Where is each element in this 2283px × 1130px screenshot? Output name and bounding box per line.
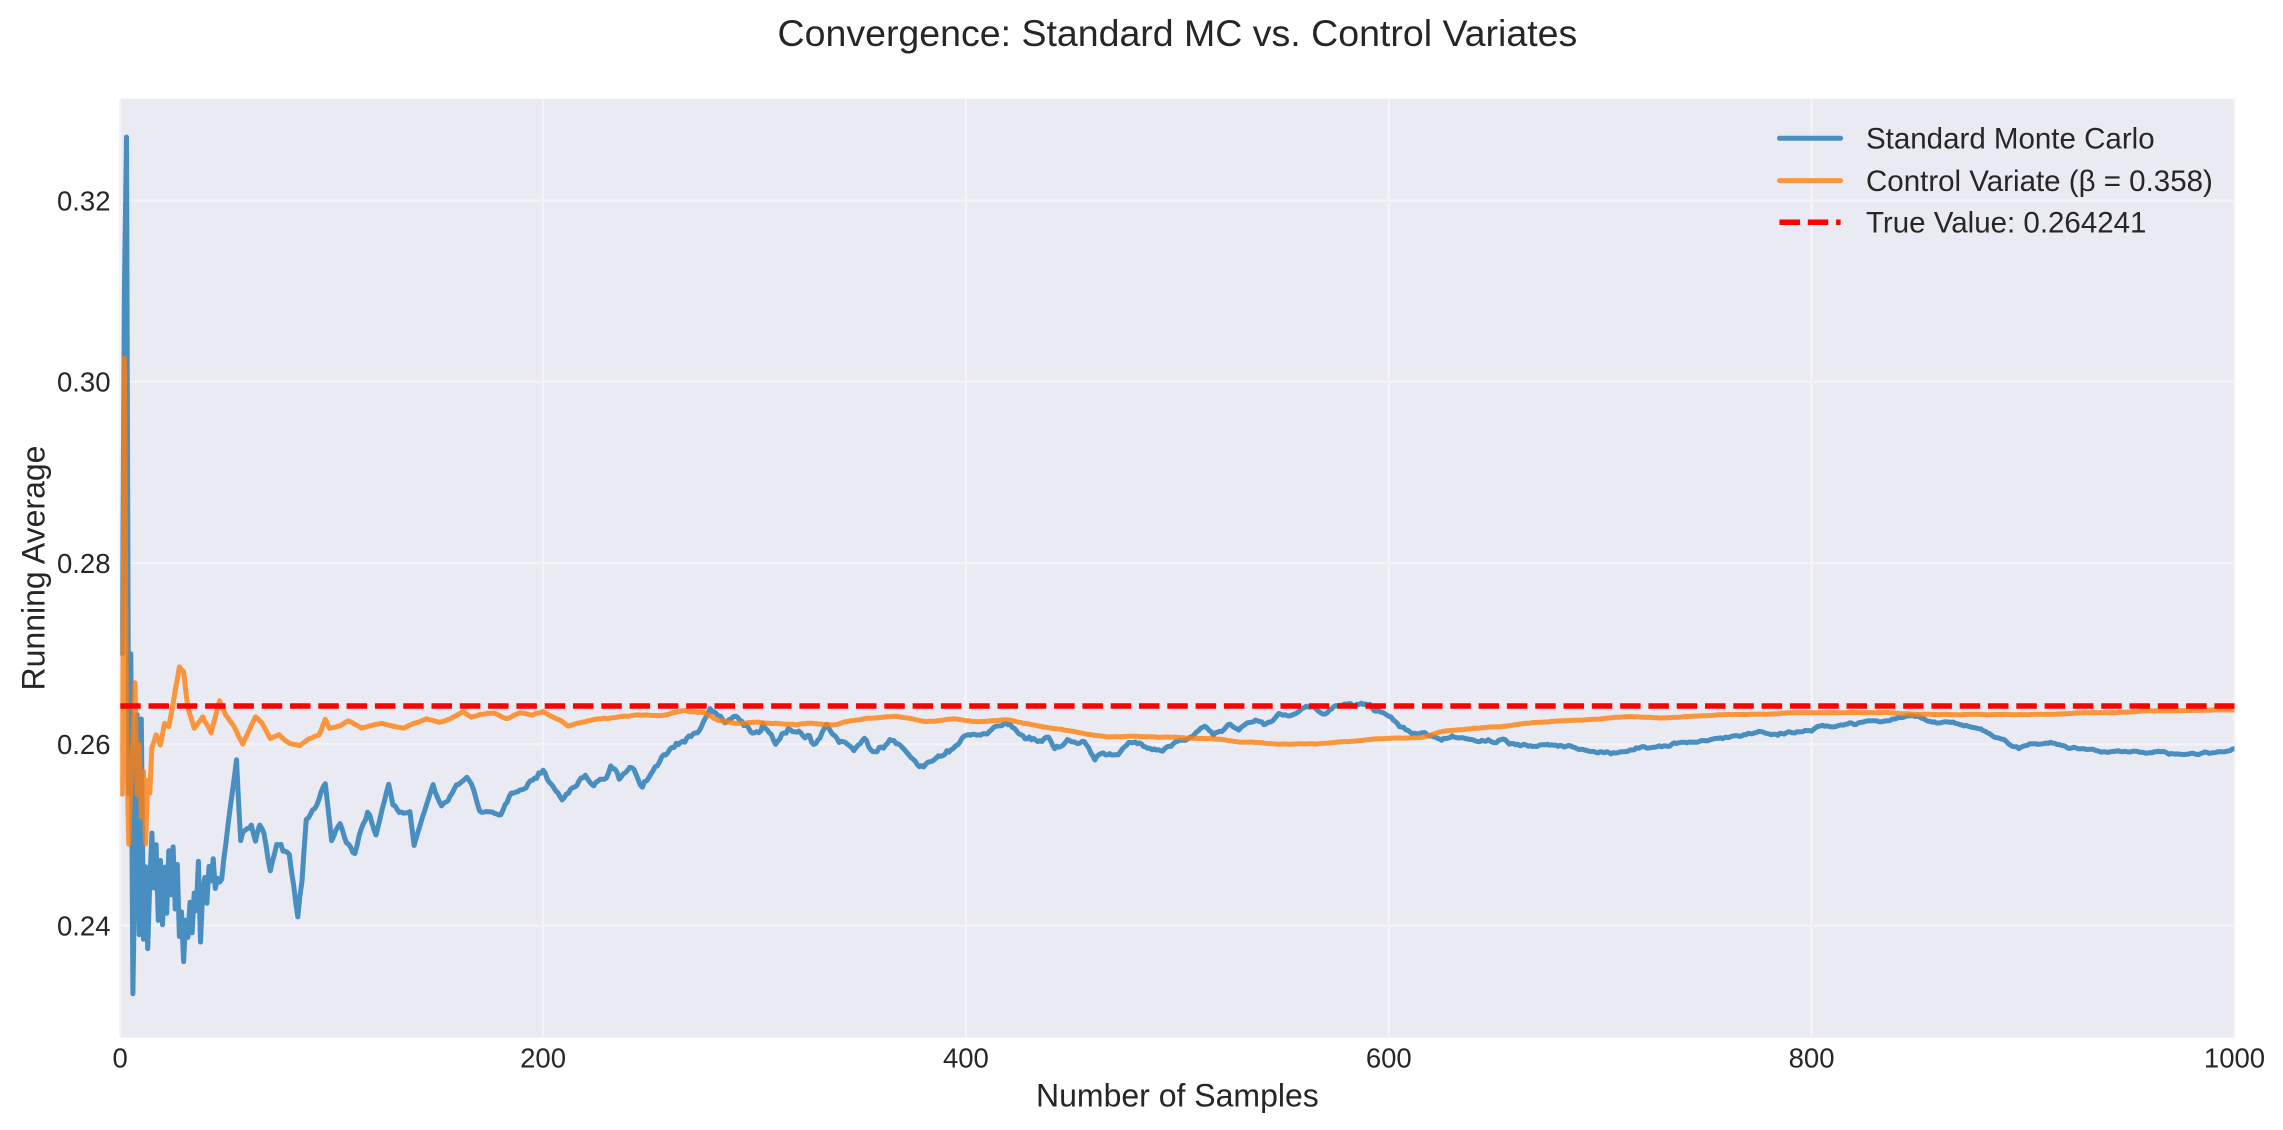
svg-text:Number of Samples: Number of Samples — [1036, 1077, 1319, 1113]
svg-text:True Value: 0.264241: True Value: 0.264241 — [1866, 207, 2146, 240]
svg-text:0.30: 0.30 — [57, 367, 111, 398]
svg-text:Control Variate (β = 0.358): Control Variate (β = 0.358) — [1866, 165, 2213, 198]
svg-text:0.26: 0.26 — [57, 729, 111, 760]
svg-text:400: 400 — [943, 1043, 989, 1074]
svg-text:200: 200 — [520, 1043, 566, 1074]
svg-text:0.28: 0.28 — [57, 548, 111, 579]
svg-text:1000: 1000 — [2204, 1043, 2265, 1074]
svg-text:0: 0 — [113, 1043, 128, 1074]
svg-text:Convergence: Standard MC vs. C: Convergence: Standard MC vs. Control Var… — [778, 12, 1578, 54]
svg-text:0.32: 0.32 — [57, 185, 111, 216]
svg-text:0.24: 0.24 — [57, 910, 111, 941]
svg-text:Standard Monte Carlo: Standard Monte Carlo — [1866, 123, 2155, 156]
svg-text:800: 800 — [1789, 1043, 1835, 1074]
svg-text:600: 600 — [1366, 1043, 1412, 1074]
svg-text:Running Average: Running Average — [16, 446, 52, 691]
